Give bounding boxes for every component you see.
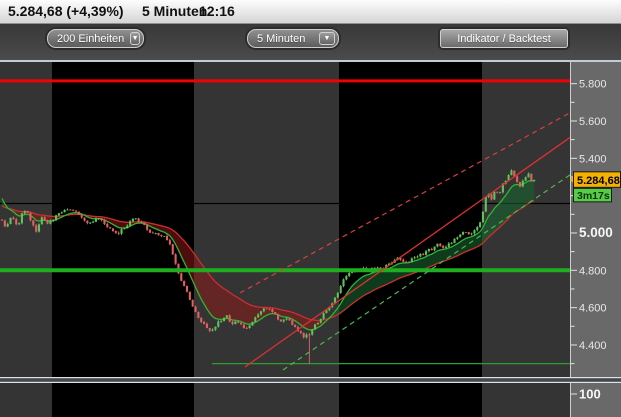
countdown-badge-label: 3m17s: [577, 190, 610, 202]
countdown-badge: [573, 187, 612, 203]
pane-splitter[interactable]: [0, 377, 621, 383]
units-dropdown[interactable]: 200 Einheiten ▼: [47, 29, 144, 48]
price-chart[interactable]: 5.8005.6005.4005.2005.0004.8004.6004.400…: [0, 62, 621, 417]
axis-label: 4.600: [579, 303, 607, 315]
axis-label: 5.000: [579, 225, 613, 240]
chevron-down-icon[interactable]: ▼: [319, 32, 335, 45]
trendlines: [239, 112, 570, 371]
units-dropdown-value: 200 Einheiten: [57, 32, 125, 45]
timeframe-dropdown-value: 5 Minuten: [257, 32, 306, 45]
indicator-backtest-button[interactable]: Indikator / Backtest: [440, 29, 568, 48]
last-price-badge-label: 5.284,68: [577, 175, 620, 187]
candlesticks: [0, 169, 536, 364]
channel-lower-trendline: [282, 174, 570, 371]
chevron-down-icon[interactable]: ▼: [130, 32, 140, 45]
axis-label: 4.400: [579, 340, 607, 352]
last-price-and-change: 5.284,68 (+4,39%): [8, 3, 124, 19]
session-bands: [0, 62, 570, 417]
axis-panel: [570, 62, 621, 417]
axis-label: 5.400: [579, 153, 607, 165]
timeframe-label: 5 Minuten: [142, 3, 208, 19]
timeframe-dropdown[interactable]: 5 Minuten ▼: [247, 29, 339, 48]
price-badges: 5.284,68 3m17s: [570, 171, 621, 203]
channel-main-trendline: [244, 136, 570, 368]
axis-label: 5.600: [579, 116, 607, 128]
axis-label: 4.800: [579, 265, 607, 277]
axis-label: 5.800: [579, 79, 607, 91]
volume-axis-label: 100: [579, 387, 601, 402]
title-bar: 5.284,68 (+4,39%) 5 Minuten 12:16: [0, 0, 621, 24]
clock-label: 12:16: [199, 3, 235, 19]
slow-ma-line: [1, 199, 535, 322]
moving-average-lines: [1, 180, 535, 331]
toolbar: 200 Einheiten ▼ 5 Minuten ▼ Indikator / …: [0, 24, 621, 62]
fast-ma-line: [1, 180, 535, 331]
price-axis[interactable]: 5.8005.6005.4005.2005.0004.8004.6004.400…: [570, 62, 621, 417]
